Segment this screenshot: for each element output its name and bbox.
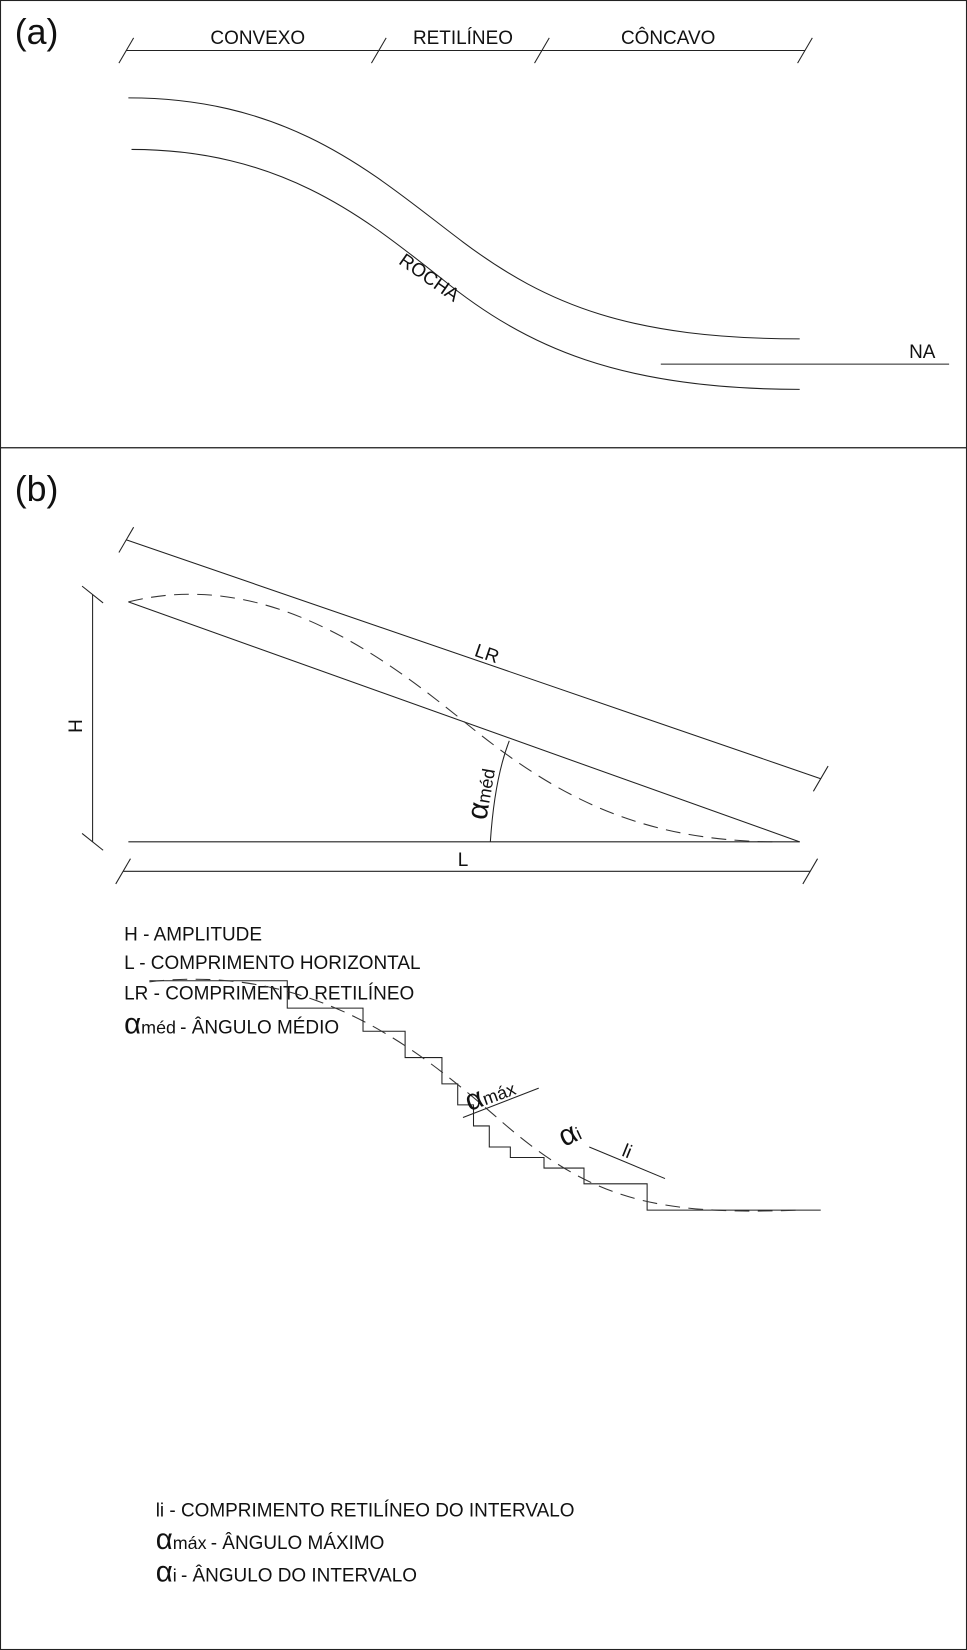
- rock-surface: [132, 149, 800, 389]
- h-dimension: [82, 586, 103, 850]
- legend-item: li - COMPRIMENTO RETILÍNEO DO INTERVALO: [156, 1500, 575, 1521]
- legend-text: - ÂNGULO DO INTERVALO: [181, 1565, 417, 1587]
- figure: (a) CONVEXO RETILÍNEO CÔNCAVO ROCHA NA (…: [0, 0, 967, 1650]
- panel-b-frame: [1, 448, 967, 1650]
- angle-sub: máx: [480, 1079, 519, 1109]
- segment-label: RETILÍNEO: [413, 28, 513, 49]
- rock-label: ROCHA: [395, 250, 463, 307]
- legend-item: H - AMPLITUDE: [124, 925, 262, 946]
- legend-text: - ÂNGULO MÁXIMO: [211, 1532, 385, 1554]
- panel-label: (b): [15, 469, 59, 509]
- legend: li - COMPRIMENTO RETILÍNEO DO INTERVALOα…: [156, 1500, 575, 1588]
- legend-symbol: α: [156, 1523, 173, 1556]
- max-angle-label: αmáx: [460, 1069, 519, 1117]
- segment-label: CÔNCAVO: [621, 27, 715, 49]
- panel-a-frame: [1, 1, 967, 448]
- legend-symbol: α: [124, 1007, 141, 1040]
- interval-angle-label: αi: [553, 1115, 586, 1154]
- lr-label: LR: [472, 640, 502, 668]
- h-label: H: [66, 719, 87, 733]
- legend-item: L - COMPRIMENTO HORIZONTAL: [124, 953, 420, 974]
- l-label: L: [458, 850, 469, 871]
- legend-sub: máx: [173, 1533, 207, 1553]
- panel-label: (a): [15, 12, 59, 52]
- legend-sub: i: [173, 1566, 177, 1586]
- legend-item: αméd- ÂNGULO MÉDIO: [124, 1007, 339, 1040]
- legend-text: - ÂNGULO MÉDIO: [180, 1016, 339, 1038]
- legend-item: αmáx- ÂNGULO MÁXIMO: [156, 1523, 385, 1556]
- water-label: NA: [909, 342, 936, 363]
- legend-sub: méd: [141, 1017, 176, 1037]
- legend-symbol: α: [156, 1556, 173, 1589]
- li-label: li: [619, 1141, 635, 1164]
- slope-surface: [128, 98, 799, 339]
- segment-label: CONVEXO: [210, 28, 305, 49]
- legend-item: αi- ÂNGULO DO INTERVALO: [156, 1556, 417, 1589]
